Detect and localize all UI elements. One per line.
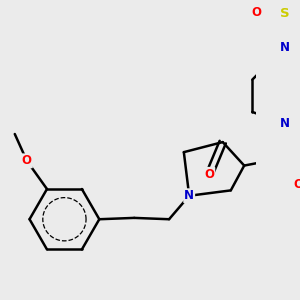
Text: O: O	[293, 178, 300, 191]
Text: O: O	[22, 154, 32, 167]
Text: N: N	[184, 189, 194, 202]
Text: S: S	[280, 8, 289, 20]
Text: O: O	[251, 6, 261, 19]
Text: N: N	[280, 118, 290, 130]
Text: N: N	[280, 41, 290, 54]
Text: O: O	[204, 168, 214, 181]
